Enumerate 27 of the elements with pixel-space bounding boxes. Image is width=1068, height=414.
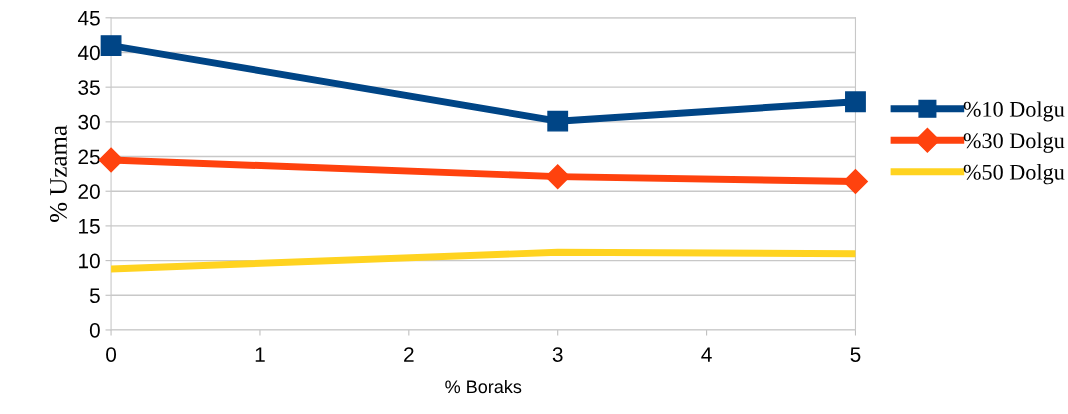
y-tick-label: 5 [89,288,100,304]
y-tick-label: 10 [79,253,100,269]
x-tick-label: 3 [552,347,563,362]
legend-label: %50 Dolgu [963,164,1065,185]
legend-label: %10 Dolgu [963,101,1065,122]
y-tick-label: 20 [78,184,100,199]
point [842,169,868,194]
y-axis-title: % Uzama [49,125,67,222]
point [547,110,569,132]
x-tick-label: 2 [404,347,414,362]
point [845,91,866,113]
y-tick-label: 45 [77,11,100,26]
point [100,35,122,56]
y-tick-label: 25 [78,149,100,165]
y-tick-label: 35 [78,80,100,95]
legend-label: %30 Dolgu [963,132,1065,153]
y-tick-label: 40 [77,45,100,61]
y-tick-label: 15 [79,219,100,234]
x-tick-label: 5 [850,347,861,362]
point [98,147,124,173]
y-tick-label: 30 [78,114,100,130]
y-tick-label: 0 [89,322,100,338]
x-tick-label: 4 [701,347,712,362]
point [545,164,571,190]
x-tick-label: 0 [106,347,117,362]
x-axis-title: % Boraks [445,379,522,394]
x-tick-label: 1 [255,347,265,362]
